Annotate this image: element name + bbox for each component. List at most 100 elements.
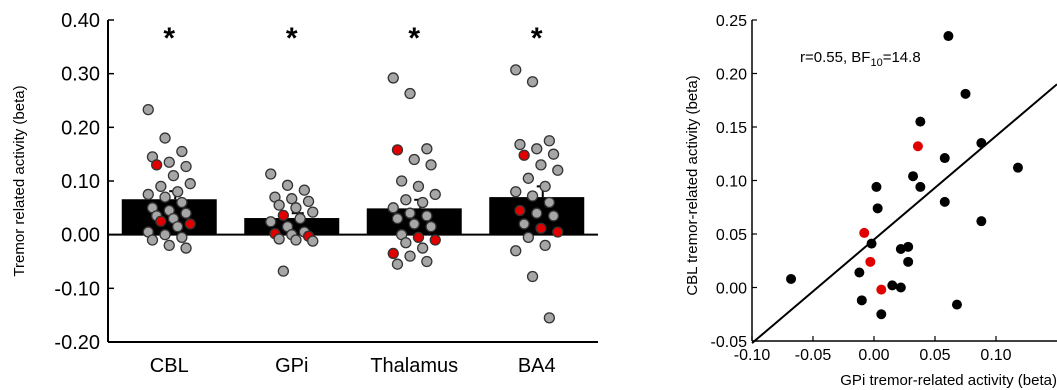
data-point	[421, 143, 433, 155]
data-point	[155, 180, 167, 193]
data-point	[518, 149, 530, 161]
data-point	[155, 215, 167, 227]
data-point	[895, 282, 906, 293]
data-point	[412, 231, 425, 244]
x-tick-label: -0.05	[795, 347, 832, 364]
data-point	[526, 270, 539, 283]
data-point	[176, 231, 188, 244]
data-point	[404, 207, 416, 219]
data-point	[391, 144, 404, 156]
data-point	[307, 235, 319, 247]
data-point	[939, 153, 950, 164]
data-point	[425, 159, 437, 171]
data-point	[273, 199, 285, 211]
data-point	[510, 64, 522, 76]
data-point	[404, 87, 416, 100]
data-point	[429, 188, 441, 201]
data-point	[395, 175, 408, 187]
data-point	[184, 218, 196, 230]
x-axis-label: GPi tremor-related activity (beta)	[840, 372, 1057, 389]
x-tick-label: Thalamus	[370, 355, 458, 377]
data-point	[976, 138, 987, 149]
data-point	[539, 180, 551, 193]
data-point	[876, 309, 887, 320]
data-point	[163, 239, 175, 252]
data-point	[552, 226, 564, 238]
annotation-subscript: 10	[870, 57, 882, 69]
correlation-annotation: r=0.55, BF10=14.8	[800, 49, 921, 69]
data-point	[786, 273, 797, 284]
data-point	[167, 169, 180, 182]
data-point	[514, 204, 526, 217]
data-point	[903, 241, 914, 252]
y-axis-label: Tremor related activity (beta)	[11, 85, 28, 276]
y-axis-label: CBL tremor-related activity (beta)	[684, 75, 701, 295]
data-point	[391, 212, 404, 225]
data-point	[277, 209, 290, 221]
scatter-chart: -0.050.000.050.100.150.200.25-0.10 -0.05 0…	[684, 13, 1057, 389]
data-point	[421, 210, 433, 222]
y-tick-label: 0.05	[716, 227, 747, 244]
data-point	[294, 212, 306, 225]
data-point	[159, 191, 171, 203]
annotation-prefix: r=0.55, BF	[800, 49, 870, 66]
data-point	[159, 229, 171, 241]
data-point	[543, 196, 555, 209]
data-point	[150, 159, 163, 171]
data-point	[180, 242, 192, 254]
y-tick-label: 0.10	[61, 171, 100, 193]
data-point	[404, 250, 416, 262]
significance-star: *	[531, 22, 543, 55]
data-point	[908, 171, 919, 182]
data-point	[887, 280, 898, 291]
data-point	[281, 179, 294, 191]
bar-chart: -0.20 -0.10 0.00 0.10 0.20 0.30 0.40 Tremor rel…	[11, 10, 598, 377]
data-point	[939, 196, 950, 207]
data-point	[298, 184, 311, 196]
data-point	[416, 196, 429, 209]
data-point	[387, 72, 399, 84]
data-point	[429, 234, 441, 246]
data-point	[265, 168, 277, 180]
data-point	[400, 237, 412, 249]
data-point	[943, 31, 954, 42]
annotation-suffix: =14.8	[883, 49, 921, 66]
y-tick-label: 0.20	[61, 117, 100, 139]
data-point	[273, 233, 285, 245]
data-point	[286, 193, 298, 205]
data-point	[543, 135, 555, 147]
significance-star: *	[408, 22, 420, 55]
data-point	[387, 202, 399, 214]
data-point	[184, 178, 196, 190]
data-point	[171, 186, 184, 198]
data-point	[146, 234, 159, 246]
data-point	[976, 216, 987, 227]
x-tick-label: BA4	[518, 355, 556, 377]
data-point	[872, 203, 883, 214]
data-point	[876, 284, 887, 295]
data-point	[391, 258, 404, 270]
data-point	[903, 256, 914, 267]
data-point	[951, 299, 962, 310]
data-point	[421, 255, 433, 268]
data-point	[171, 220, 184, 233]
x-tick-label: 0.10	[980, 347, 1011, 364]
y-tick-label: 0.30	[61, 64, 100, 86]
data-point	[416, 242, 429, 254]
data-point	[180, 160, 192, 173]
data-point	[547, 210, 560, 222]
data-point	[915, 116, 926, 127]
data-point	[526, 76, 539, 88]
x-tick-label: 0.00	[858, 347, 889, 364]
x-tick-label: 0.05	[919, 347, 950, 364]
data-point	[552, 164, 564, 176]
data-point	[871, 181, 882, 192]
data-point	[400, 194, 412, 206]
data-point	[518, 218, 530, 230]
data-point	[307, 206, 319, 218]
data-point	[302, 195, 315, 208]
data-point	[290, 234, 302, 246]
data-point	[408, 218, 420, 230]
data-point	[510, 186, 522, 198]
